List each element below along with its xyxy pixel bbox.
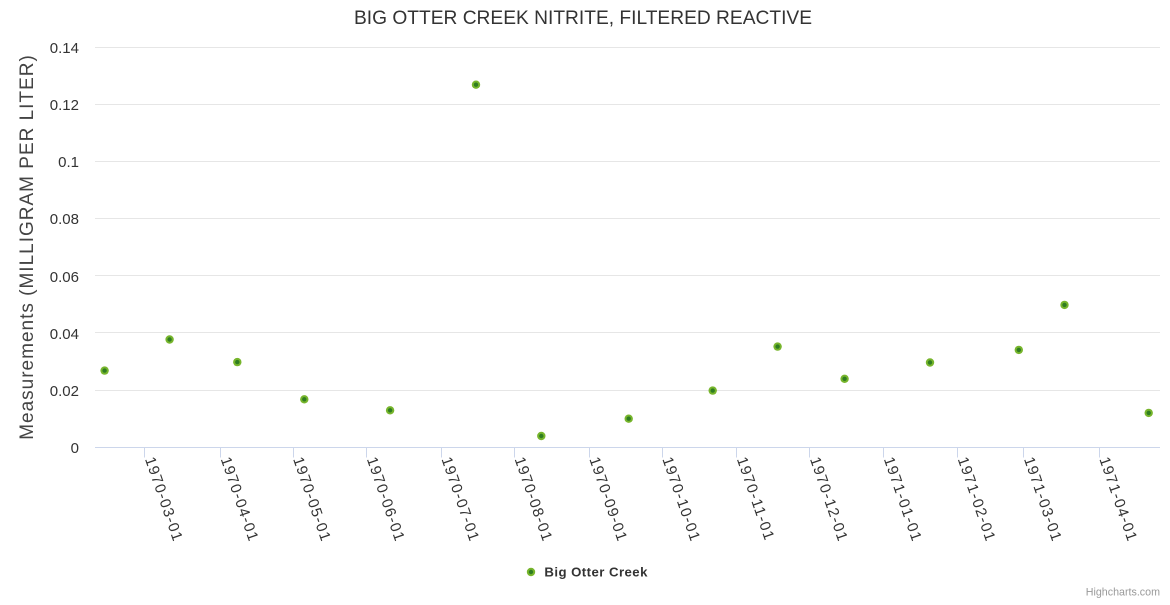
svg-text:Highcharts.com: Highcharts.com (1086, 587, 1160, 599)
svg-text:0.1: 0.1 (58, 154, 79, 171)
svg-text:0: 0 (71, 440, 79, 457)
svg-text:Measurements (MILLIGRAM PER LI: Measurements (MILLIGRAM PER LITER) (17, 54, 38, 440)
svg-text:0.04: 0.04 (50, 326, 79, 343)
svg-text:0.02: 0.02 (50, 383, 79, 400)
svg-text:0.12: 0.12 (50, 97, 79, 114)
svg-text:0.06: 0.06 (50, 269, 79, 286)
svg-text:Big Otter Creek: Big Otter Creek (544, 565, 648, 580)
svg-text:0.08: 0.08 (50, 211, 79, 228)
svg-text:0.14: 0.14 (50, 40, 79, 57)
svg-text:BIG OTTER CREEK NITRITE, FILTE: BIG OTTER CREEK NITRITE, FILTERED REACTI… (354, 8, 812, 29)
